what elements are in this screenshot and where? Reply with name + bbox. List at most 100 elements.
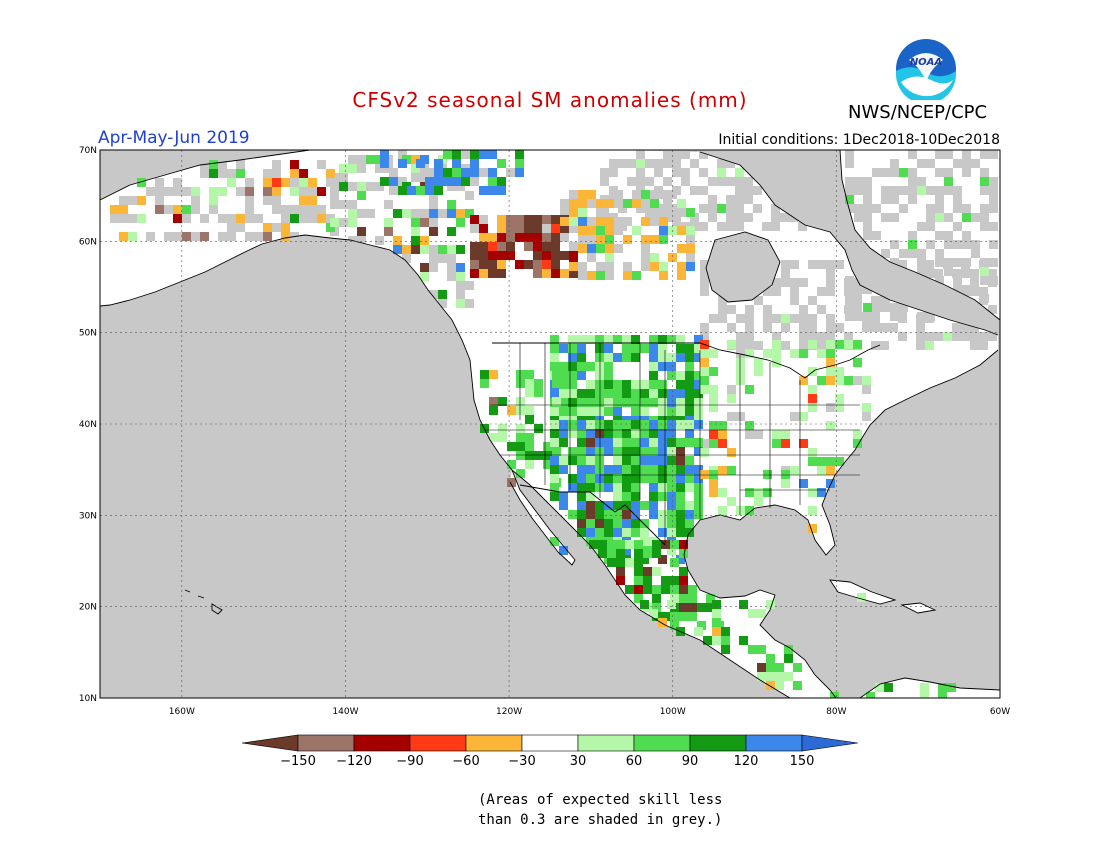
anomaly-cell bbox=[155, 205, 164, 214]
anomaly-cell bbox=[443, 177, 452, 186]
no-skill-cell bbox=[326, 214, 335, 223]
lat-lon-grid bbox=[100, 150, 1000, 698]
no-skill-cell bbox=[961, 323, 970, 332]
anomaly-cell bbox=[218, 187, 227, 196]
anomaly-cell bbox=[559, 429, 568, 438]
anomaly-cell bbox=[595, 353, 604, 362]
anomaly-cell bbox=[634, 540, 643, 549]
anomaly-cell bbox=[577, 519, 586, 528]
no-skill-cell bbox=[375, 182, 384, 191]
no-skill-cell bbox=[330, 227, 339, 236]
no-skill-cell bbox=[272, 223, 281, 232]
anomaly-cell bbox=[826, 466, 835, 475]
anomaly-cell bbox=[830, 692, 839, 698]
anomaly-cell bbox=[559, 407, 568, 416]
anomaly-cell bbox=[643, 585, 652, 594]
no-skill-cell bbox=[218, 160, 227, 169]
anomaly-cell bbox=[348, 218, 357, 227]
anomaly-cell bbox=[559, 438, 568, 447]
anomaly-cell bbox=[543, 460, 552, 469]
anomaly-cell bbox=[515, 159, 524, 168]
no-skill-cell bbox=[677, 208, 686, 217]
anomaly-cell bbox=[766, 663, 775, 672]
anomaly-cell bbox=[640, 456, 649, 465]
anomaly-cell bbox=[525, 379, 534, 388]
no-skill-cell bbox=[254, 214, 263, 223]
no-skill-cell bbox=[375, 164, 384, 173]
anomaly-cell bbox=[550, 416, 559, 425]
anomaly-cell bbox=[613, 474, 622, 483]
no-skill-cell bbox=[989, 186, 998, 195]
legend-tick-label: −150 bbox=[280, 754, 316, 769]
anomaly-cell bbox=[604, 398, 613, 407]
no-skill-cell bbox=[808, 341, 817, 350]
no-skill-cell bbox=[872, 231, 881, 240]
no-skill-cell bbox=[384, 164, 393, 173]
anomaly-cell bbox=[649, 456, 658, 465]
no-skill-cell bbox=[862, 385, 871, 394]
no-skill-cell bbox=[916, 314, 925, 323]
anomaly-cell bbox=[754, 358, 763, 367]
anomaly-cell bbox=[712, 609, 721, 618]
anomaly-cell bbox=[667, 519, 676, 528]
anomaly-cell bbox=[781, 314, 790, 323]
anomaly-cell bbox=[685, 407, 694, 416]
anomaly-cell bbox=[616, 567, 625, 576]
anomaly-cell bbox=[506, 224, 515, 233]
no-skill-cell bbox=[699, 168, 708, 177]
anomaly-cell bbox=[772, 340, 781, 349]
forecast-period: Apr-May-Jun 2019 bbox=[98, 128, 250, 148]
no-skill-cell bbox=[709, 314, 718, 323]
anomaly-cell bbox=[631, 389, 640, 398]
no-skill-cell bbox=[989, 222, 998, 231]
no-skill-cell bbox=[326, 178, 335, 187]
no-skill-cell bbox=[560, 226, 569, 235]
no-skill-cell bbox=[989, 195, 998, 204]
no-skill-cell bbox=[245, 205, 254, 214]
anomaly-cell bbox=[438, 155, 447, 164]
no-skill-cell bbox=[690, 222, 699, 231]
anomaly-cell bbox=[551, 242, 560, 251]
anomaly-cell bbox=[652, 612, 661, 621]
anomaly-cell bbox=[516, 442, 525, 451]
legend-swatch bbox=[633, 734, 691, 752]
no-skill-cell bbox=[871, 296, 880, 305]
anomaly-cell bbox=[686, 208, 695, 217]
no-skill-cell bbox=[429, 290, 438, 299]
anomaly-cell bbox=[452, 159, 461, 168]
legend-swatch bbox=[521, 734, 579, 752]
anomaly-cell bbox=[745, 488, 754, 497]
anomaly-cell bbox=[676, 519, 685, 528]
no-skill-cell bbox=[745, 323, 754, 332]
anomaly-cell bbox=[420, 218, 429, 227]
anomaly-cell bbox=[826, 367, 835, 376]
no-skill-cell bbox=[935, 258, 944, 267]
anomaly-cell bbox=[658, 407, 667, 416]
no-skill-cell bbox=[600, 195, 609, 204]
no-skill-cell bbox=[898, 314, 907, 323]
legend-swatch bbox=[409, 734, 467, 752]
skill-footnote: (Areas of expected skill less than 0.3 a… bbox=[478, 790, 722, 830]
anomaly-cell bbox=[676, 398, 685, 407]
anomaly-cell bbox=[577, 335, 586, 344]
no-skill-cell bbox=[808, 314, 817, 323]
anomaly-cell bbox=[480, 424, 489, 433]
anomaly-cell bbox=[793, 663, 802, 672]
anomaly-cell bbox=[488, 269, 497, 278]
anomaly-cell bbox=[947, 683, 956, 692]
anomaly-cell bbox=[649, 362, 658, 371]
no-skill-cell bbox=[200, 214, 209, 223]
anomaly-cell bbox=[652, 585, 661, 594]
anomaly-cell bbox=[622, 537, 631, 546]
anomaly-cell bbox=[685, 510, 694, 519]
anomaly-cell bbox=[632, 271, 641, 280]
anomaly-cell bbox=[661, 576, 670, 585]
map-frame bbox=[99, 149, 1001, 699]
no-skill-cell bbox=[636, 195, 645, 204]
no-skill-cell bbox=[970, 269, 979, 278]
no-skill-cell bbox=[600, 213, 609, 222]
anomaly-cell bbox=[799, 439, 808, 448]
anomaly-cell bbox=[613, 447, 622, 456]
no-skill-cell bbox=[110, 214, 119, 223]
anomaly-cell bbox=[542, 233, 551, 242]
